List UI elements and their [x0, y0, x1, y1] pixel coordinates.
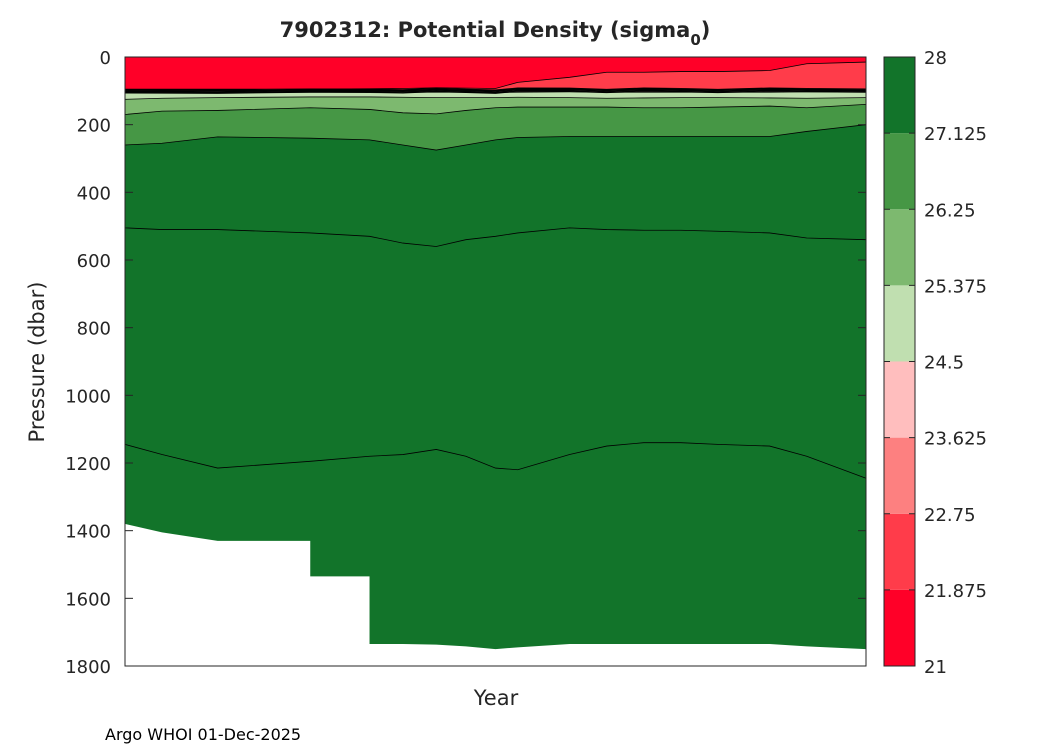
density-band — [125, 227, 866, 479]
mixed-layer-line — [124, 90, 867, 94]
plot-frame — [124, 56, 867, 667]
y-tick-label: 1600 — [65, 589, 111, 610]
mixed-layer-line — [124, 88, 867, 92]
colorbar-level — [884, 209, 915, 286]
density-band — [125, 62, 866, 92]
contour-plot-area — [124, 56, 867, 667]
isopycnal-line — [124, 442, 867, 479]
y-axis-label: Pressure (dbar) — [25, 282, 49, 443]
y-tick-label: 1800 — [65, 657, 111, 678]
colorbar-level — [884, 437, 915, 514]
density-band — [125, 57, 866, 90]
colorbar-level — [884, 57, 915, 134]
isopycnal-line — [124, 124, 867, 151]
colorbar-level — [884, 513, 915, 590]
y-tick-label: 800 — [77, 319, 111, 340]
colorbar: 28 27.125 26.25 25.375 24.5 23.625 22.75 21.875… — [883, 48, 987, 678]
colorbar-level — [884, 589, 915, 666]
y-tick-label: 600 — [77, 251, 111, 272]
y-tick-label: 1200 — [65, 454, 111, 475]
y-tick-label: 0 — [100, 48, 111, 69]
density-band — [125, 96, 866, 115]
y-tick-label: 400 — [77, 183, 111, 204]
mixed-layer-line — [124, 89, 867, 93]
chart-title: 7902312: Potential Density (sigma0) — [280, 18, 711, 49]
y-tick-label: 1400 — [65, 522, 111, 543]
colorbar-level — [884, 361, 915, 438]
density-band — [125, 104, 866, 151]
isopycnal-line — [124, 96, 867, 100]
colorbar-tick-label: 21.875 — [924, 581, 987, 602]
density-band — [125, 124, 866, 247]
isopycnal-line — [124, 227, 867, 247]
x-axis-label: Year — [473, 686, 519, 710]
colorbar-tick-label: 24.5 — [924, 353, 964, 374]
isopycnal-line — [124, 103, 867, 115]
no-data-region — [125, 523, 866, 666]
y-tick-label: 200 — [77, 116, 111, 137]
colorbar-level — [884, 133, 915, 210]
isopycnal-contour-lines — [124, 61, 867, 479]
colorbar-tick-label: 25.375 — [924, 276, 987, 297]
y-axis: 0 200 400 600 800 1000 1200 1400 1600 1800 — [65, 48, 866, 678]
colorbar-level — [884, 285, 915, 362]
colorbar-tick-label: 23.625 — [924, 429, 987, 450]
y-tick-label: 1000 — [65, 386, 111, 407]
colorbar-tick-label: 27.125 — [924, 124, 987, 145]
mixed-layer-line — [124, 90, 867, 94]
mixed-layer-line — [124, 87, 867, 91]
colorbar-tick-label: 22.75 — [924, 505, 976, 526]
mixed-layer-line — [124, 88, 867, 92]
colorbar-tick-label: 21 — [924, 657, 947, 678]
colorbar-tick-label: 26.25 — [924, 200, 976, 221]
source-note: Argo WHOI 01-Dec-2025 — [105, 725, 302, 744]
colorbar-tick-label: 28 — [924, 48, 947, 69]
